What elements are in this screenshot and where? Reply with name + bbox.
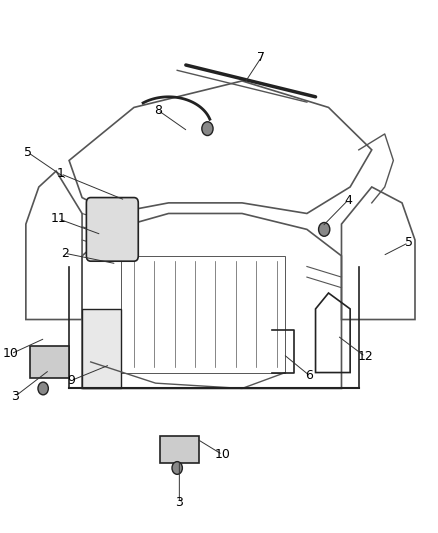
FancyBboxPatch shape bbox=[86, 198, 138, 261]
Circle shape bbox=[38, 382, 48, 395]
Text: 1: 1 bbox=[57, 167, 64, 180]
Circle shape bbox=[172, 462, 182, 474]
Bar bbox=[30, 346, 69, 378]
Bar bbox=[121, 256, 285, 373]
Text: 2: 2 bbox=[61, 247, 69, 260]
Text: 5: 5 bbox=[24, 146, 32, 159]
Text: 3: 3 bbox=[175, 496, 183, 509]
Text: 4: 4 bbox=[344, 193, 352, 207]
Text: 9: 9 bbox=[67, 374, 75, 387]
Text: 10: 10 bbox=[3, 348, 19, 360]
Text: 10: 10 bbox=[215, 448, 230, 461]
Text: 12: 12 bbox=[357, 350, 373, 363]
Text: 7: 7 bbox=[258, 51, 265, 63]
Circle shape bbox=[318, 222, 330, 236]
Text: 6: 6 bbox=[305, 369, 313, 382]
Bar bbox=[160, 436, 199, 463]
Bar bbox=[82, 309, 121, 389]
Circle shape bbox=[202, 122, 213, 135]
Text: 11: 11 bbox=[50, 212, 66, 225]
Text: 5: 5 bbox=[405, 236, 413, 249]
Text: 8: 8 bbox=[154, 103, 162, 117]
Text: 3: 3 bbox=[11, 390, 19, 403]
